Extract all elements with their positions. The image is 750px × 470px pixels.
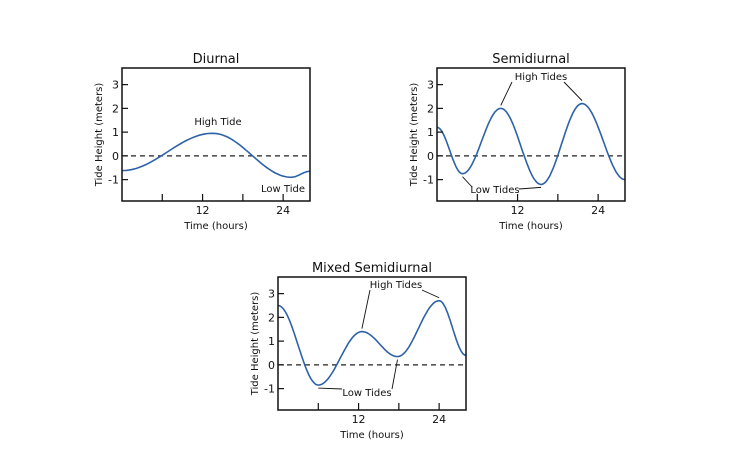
chart-title: Diurnal: [193, 52, 240, 67]
y-tick-label: 3: [112, 79, 119, 92]
y-tick-label: 2: [268, 311, 275, 324]
x-axis-label: Time (hours): [183, 221, 248, 232]
x-tick-label: 24: [276, 204, 290, 217]
annotation-label: Low Tides: [470, 185, 519, 196]
y-tick-label: -1: [264, 383, 275, 396]
tide-curve: [277, 300, 467, 386]
annotation-leader-line: [462, 176, 473, 188]
x-axis-label: Time (hours): [339, 430, 404, 441]
y-axis-label: Tide Height (meters): [94, 83, 105, 188]
chart-panel-0: Diurnal 3 2 1 0 -1 12 24 Time (hours) Tide Height…: [94, 52, 311, 232]
y-tick-label: 0: [268, 359, 275, 372]
annotation-leader-line: [500, 81, 513, 106]
annotation-leader-line: [318, 387, 343, 390]
x-tick-label: 12: [511, 204, 525, 217]
annotation-leader-line: [421, 289, 440, 299]
y-tick-label: 1: [112, 126, 119, 139]
chart-title: Semidiurnal: [492, 52, 570, 67]
y-tick-label: 0: [112, 150, 119, 163]
annotation-label: High Tides: [370, 280, 422, 291]
y-tick-label: 2: [427, 102, 434, 115]
annotation-label: Low Tides: [342, 388, 391, 399]
x-tick-label: 24: [591, 204, 605, 217]
y-tick-label: 3: [268, 288, 275, 301]
annotation-leader-line: [391, 359, 398, 390]
y-tick-label: 1: [268, 335, 275, 348]
annotation-label: High Tide: [194, 117, 241, 128]
y-tick-label: 1: [427, 126, 434, 139]
chart-title: Mixed Semidiurnal: [312, 261, 432, 276]
y-axis-label: Tide Height (meters): [409, 83, 420, 188]
x-tick-label: 12: [352, 413, 366, 426]
plot-frame: [277, 276, 467, 411]
x-tick-label: 24: [432, 413, 446, 426]
y-tick-label: 3: [427, 79, 434, 92]
annotation-label: Low Tide: [261, 184, 305, 195]
annotation-label: High Tides: [515, 72, 567, 83]
tide-curve: [437, 102, 626, 186]
y-tick-label: 0: [427, 150, 434, 163]
plot-frame: [121, 67, 311, 202]
annotation-leader-line: [518, 186, 542, 190]
tide-curve: [121, 132, 310, 179]
chart-panel-2: Mixed Semidiurnal 3 2 1 0 -1 12 24 Time (hours) T…: [250, 261, 467, 441]
y-axis-label: Tide Height (meters): [250, 292, 261, 397]
y-tick-label: -1: [423, 174, 434, 187]
annotation-leader-line: [361, 289, 371, 329]
plot-frame: [436, 67, 626, 202]
chart-panel-1: Semidiurnal 3 2 1 0 -1 12 24 Time (hours) Tide He…: [409, 52, 626, 232]
y-tick-label: -1: [108, 174, 119, 187]
y-tick-label: 2: [112, 102, 119, 115]
annotation-leader-line: [563, 81, 583, 101]
x-tick-label: 12: [196, 204, 210, 217]
x-axis-label: Time (hours): [498, 221, 563, 232]
